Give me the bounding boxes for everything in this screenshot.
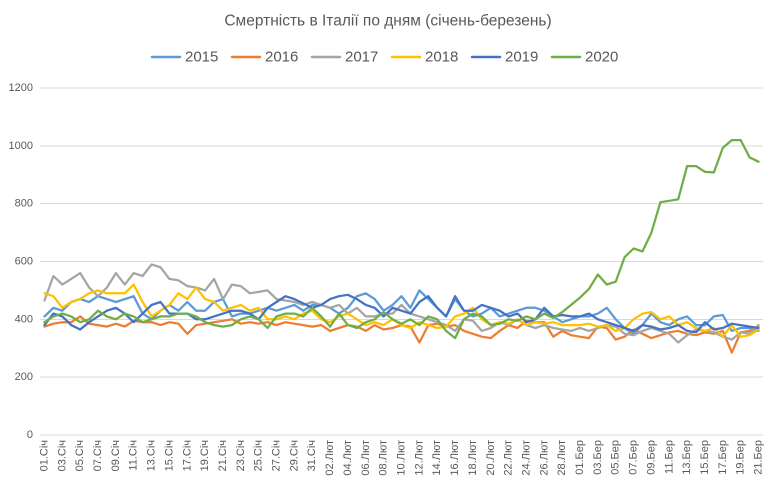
- y-tick-label: 1000: [9, 140, 33, 152]
- x-tick-label: 07.Бер: [628, 440, 640, 475]
- x-tick-label: 08.Лют: [378, 440, 390, 476]
- x-tick-label: 26.Лют: [538, 440, 550, 476]
- legend-item-2019: 2019: [470, 49, 538, 66]
- legend-item-2016: 2016: [230, 49, 298, 66]
- chart-title: Смертність в Італії по дням (січень-бере…: [224, 13, 551, 30]
- x-tick-label: 25.Січ: [253, 440, 265, 471]
- x-tick-label: 03.Січ: [56, 440, 68, 471]
- x-tick-label: 11.Січ: [128, 440, 140, 471]
- x-tick-label: 20.Лют: [485, 440, 497, 476]
- legend-item-2017: 2017: [310, 49, 378, 66]
- x-tick-label: 31.Січ: [306, 440, 318, 471]
- x-tick-label: 23.Січ: [235, 440, 247, 471]
- x-tick-label: 02.Лют: [324, 440, 336, 476]
- x-tick-label: 09.Бер: [645, 440, 657, 475]
- legend-item-2020: 2020: [550, 49, 618, 66]
- series-lines: [43, 138, 760, 354]
- legend-label: 2017: [345, 49, 378, 66]
- legend-item-2018: 2018: [390, 49, 458, 66]
- y-tick-label: 800: [15, 198, 33, 210]
- x-tick-label: 28.Лют: [556, 440, 568, 476]
- legend-item-2015: 2015: [150, 49, 218, 66]
- y-tick-label: 400: [15, 313, 33, 325]
- legend-label: 2020: [585, 49, 618, 66]
- x-tick-label: 03.Бер: [592, 440, 604, 475]
- x-axis: 01.Січ 03.Січ 05.Січ 07.Січ 09.Січ 11.Січ 13.С…: [39, 440, 765, 476]
- x-tick-label: 17.Бер: [717, 440, 729, 475]
- gridlines: [40, 87, 763, 436]
- series-line-2016: [43, 315, 760, 354]
- x-tick-label: 07.Січ: [92, 440, 104, 471]
- x-tick-label: 21.Січ: [217, 440, 229, 471]
- x-tick-label: 04.Лют: [342, 440, 354, 476]
- x-tick-label: 13.Січ: [146, 440, 158, 471]
- x-tick-label: 05.Січ: [74, 440, 86, 471]
- x-tick-label: 14.Лют: [431, 440, 443, 476]
- x-tick-label: 13.Бер: [681, 440, 693, 475]
- series-line-2020: [43, 138, 760, 340]
- series-line-2019: [43, 293, 760, 334]
- x-tick-label: 15.Бер: [699, 440, 711, 475]
- series-line-2018: [43, 283, 760, 338]
- x-tick-label: 29.Січ: [288, 440, 300, 471]
- legend: 2015 2016 2017 2018 2019 2020: [150, 49, 618, 66]
- x-tick-label: 19.Січ: [199, 440, 211, 471]
- y-axis: 0 200 400 600 800 1000 1200: [9, 82, 33, 441]
- series-line-2017: [43, 263, 760, 344]
- x-tick-label: 15.Січ: [163, 440, 175, 471]
- y-tick-label: 200: [15, 371, 33, 383]
- legend-label: 2015: [185, 49, 218, 66]
- x-tick-label: 19.Бер: [735, 440, 747, 475]
- x-tick-label: 01.Бер: [574, 440, 586, 475]
- x-tick-label: 05.Бер: [610, 440, 622, 475]
- x-tick-label: 12.Лют: [413, 440, 425, 476]
- x-tick-label: 17.Січ: [181, 440, 193, 471]
- x-tick-label: 09.Січ: [110, 440, 122, 471]
- x-tick-label: 27.Січ: [271, 440, 283, 471]
- x-tick-label: 11.Бер: [663, 440, 675, 474]
- legend-label: 2019: [505, 49, 538, 66]
- x-tick-label: 10.Лют: [396, 440, 408, 476]
- x-tick-label: 22.Лют: [503, 440, 515, 476]
- x-tick-label: 01.Січ: [39, 440, 51, 471]
- x-tick-label: 18.Лют: [467, 440, 479, 476]
- legend-label: 2016: [265, 49, 298, 66]
- legend-label: 2018: [425, 49, 458, 66]
- x-tick-label: 21.Бер: [753, 440, 765, 475]
- y-tick-label: 0: [27, 429, 33, 441]
- x-tick-label: 06.Лют: [360, 440, 372, 476]
- x-tick-label: 24.Лют: [521, 440, 533, 476]
- y-tick-label: 1200: [9, 82, 33, 94]
- y-tick-label: 600: [15, 256, 33, 268]
- x-tick-label: 16.Лют: [449, 440, 461, 476]
